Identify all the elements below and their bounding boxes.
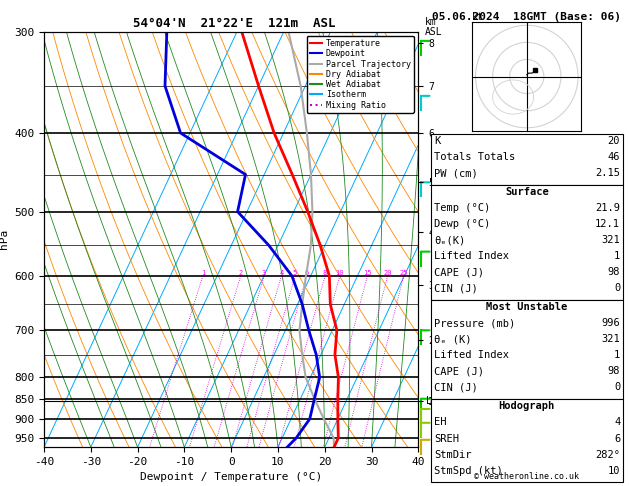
Legend: Temperature, Dewpoint, Parcel Trajectory, Dry Adiabat, Wet Adiabat, Isotherm, Mi: Temperature, Dewpoint, Parcel Trajectory… — [306, 36, 414, 113]
Text: Lifted Index: Lifted Index — [434, 350, 509, 361]
Text: 21.9: 21.9 — [595, 203, 620, 213]
Text: 6: 6 — [614, 434, 620, 444]
Text: LCL: LCL — [426, 396, 443, 406]
Text: 20: 20 — [608, 136, 620, 146]
Text: CAPE (J): CAPE (J) — [434, 267, 484, 278]
Text: 1: 1 — [614, 251, 620, 261]
Text: Totals Totals: Totals Totals — [434, 152, 515, 162]
Text: 321: 321 — [601, 334, 620, 345]
Text: 321: 321 — [601, 235, 620, 245]
Text: 1: 1 — [614, 350, 620, 361]
Text: SREH: SREH — [434, 434, 459, 444]
Text: 282°: 282° — [595, 450, 620, 460]
Text: 4: 4 — [279, 270, 284, 276]
Text: 6: 6 — [304, 270, 309, 276]
Text: 996: 996 — [601, 318, 620, 329]
Text: 54°04'N  21°22'E  121m  ASL: 54°04'N 21°22'E 121m ASL — [133, 17, 335, 30]
Text: 8: 8 — [323, 270, 327, 276]
Text: 98: 98 — [608, 267, 620, 278]
Text: Most Unstable: Most Unstable — [486, 302, 567, 312]
Text: 10: 10 — [335, 270, 344, 276]
Text: 1: 1 — [201, 270, 205, 276]
Text: 3: 3 — [262, 270, 266, 276]
Text: CIN (J): CIN (J) — [434, 382, 478, 393]
Text: 4: 4 — [614, 417, 620, 428]
Text: 46: 46 — [608, 152, 620, 162]
Text: PW (cm): PW (cm) — [434, 168, 478, 178]
Text: 0: 0 — [614, 283, 620, 294]
Text: StmDir: StmDir — [434, 450, 472, 460]
Text: 0: 0 — [614, 382, 620, 393]
Text: Hodograph: Hodograph — [499, 401, 555, 412]
Text: StmSpd (kt): StmSpd (kt) — [434, 466, 503, 476]
Text: Dewp (°C): Dewp (°C) — [434, 219, 490, 229]
Text: K: K — [434, 136, 440, 146]
Text: 2.15: 2.15 — [595, 168, 620, 178]
Text: Pressure (mb): Pressure (mb) — [434, 318, 515, 329]
Text: 12.1: 12.1 — [595, 219, 620, 229]
Text: 5: 5 — [293, 270, 298, 276]
Y-axis label: hPa: hPa — [0, 229, 9, 249]
Text: km
ASL: km ASL — [425, 17, 442, 37]
X-axis label: Dewpoint / Temperature (°C): Dewpoint / Temperature (°C) — [140, 472, 322, 483]
Text: Lifted Index: Lifted Index — [434, 251, 509, 261]
Text: 15: 15 — [363, 270, 372, 276]
Text: 25: 25 — [399, 270, 408, 276]
Text: © weatheronline.co.uk: © weatheronline.co.uk — [474, 472, 579, 481]
Text: θₑ(K): θₑ(K) — [434, 235, 465, 245]
Text: EH: EH — [434, 417, 447, 428]
Text: 05.06.2024  18GMT (Base: 06): 05.06.2024 18GMT (Base: 06) — [432, 12, 621, 22]
Text: CIN (J): CIN (J) — [434, 283, 478, 294]
Text: Mixing Ratio (g/kg): Mixing Ratio (g/kg) — [443, 184, 453, 295]
Text: 98: 98 — [608, 366, 620, 377]
Text: 10: 10 — [608, 466, 620, 476]
Text: Temp (°C): Temp (°C) — [434, 203, 490, 213]
Text: 20: 20 — [383, 270, 392, 276]
Text: θₑ (K): θₑ (K) — [434, 334, 472, 345]
Y-axis label: km
ASL: km ASL — [445, 240, 462, 261]
Text: CAPE (J): CAPE (J) — [434, 366, 484, 377]
Text: 2: 2 — [238, 270, 243, 276]
Text: Surface: Surface — [505, 187, 548, 197]
Text: kt: kt — [472, 12, 484, 22]
